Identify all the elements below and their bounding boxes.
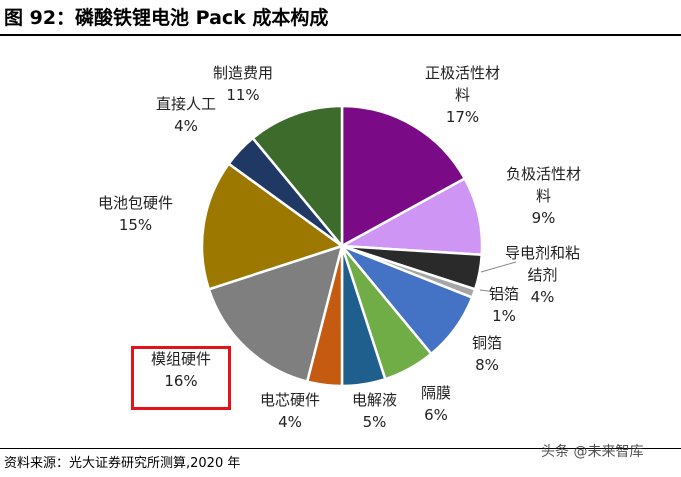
slice-name-label: 制造费用 (213, 64, 274, 82)
slice-value-label: 1% (492, 307, 516, 325)
slice-label: 模组硬件 16% (151, 352, 211, 389)
slice-value-label: 4% (174, 117, 198, 135)
slice-label: 正极活性材料 17% (425, 66, 500, 125)
leader-lines (479, 261, 517, 294)
pie-slices (200, 104, 484, 388)
slice-label: 导电剂和粘结剂 4% (505, 246, 580, 305)
pie-slice-9 (207, 244, 344, 383)
slice-name-label: 结剂 (527, 266, 558, 284)
slice-value-label: 15% (118, 216, 153, 234)
slice-value-label: 6% (424, 406, 448, 424)
slice-value-label: 17% (445, 108, 480, 126)
slice-name-label: 料 (455, 86, 471, 104)
slice-value-label: 8% (475, 356, 499, 374)
slice-label: 隔膜 6% (421, 386, 451, 423)
slice-label: 电池包硬件 15% (98, 196, 173, 233)
slice-label: 制造费用 11% (213, 66, 273, 103)
slice-name-label: 隔膜 (421, 384, 452, 402)
slice-label: 铝箔 1% (489, 287, 519, 324)
slice-name-label: 电芯硬件 (260, 391, 321, 409)
slice-value-label: 5% (362, 413, 387, 431)
slice-name-label: 直接人工 (156, 95, 217, 113)
pie-slice-10 (200, 162, 344, 291)
pie-slice-12 (251, 104, 344, 248)
pie-slice-1 (340, 104, 466, 248)
slice-name-label: 模组硬件 (151, 350, 212, 368)
pie-slice-2 (340, 177, 484, 257)
slice-value-label: 4% (278, 413, 302, 431)
slice-label: 电解液 5% (352, 393, 397, 430)
slice-label: 直接人工 4% (156, 97, 216, 134)
slice-name-label: 负极活性材 (506, 165, 582, 183)
slice-name-label: 铜箔 (472, 334, 503, 352)
source-note: 资料来源：光大证券研究所测算,2020 年 (4, 456, 241, 471)
slice-label: 电芯硬件 4% (260, 393, 320, 430)
highlight-box-module-hardware (131, 346, 231, 410)
title-rule (0, 34, 681, 36)
slice-value-label: 11% (226, 86, 260, 104)
leader-line (479, 289, 506, 294)
slice-value-label: 9% (531, 209, 556, 227)
slice-label: 铜箔 8% (472, 336, 502, 373)
slice-name-label: 料 (536, 187, 552, 205)
slice-name-label: 铝箔 (489, 285, 520, 303)
source-rule (0, 448, 681, 449)
slice-name-label: 导电剂和粘 (505, 244, 581, 262)
watermark: 头条 @未来智库 (541, 441, 643, 461)
figure-title: 图 92：磷酸铁锂电池 Pack 成本构成 (4, 7, 329, 29)
slice-label: 负极活性材料 9% (506, 167, 581, 226)
slice-name-label: 电池包硬件 (98, 194, 174, 212)
leader-line (480, 261, 517, 273)
slice-name-label: 电解液 (352, 391, 398, 409)
slice-name-label: 正极活性材 (425, 64, 501, 82)
watermark-text: 头条 @未来智库 (541, 444, 644, 460)
slice-value-label: 16% (164, 372, 198, 390)
slice-value-label: 4% (530, 288, 555, 306)
